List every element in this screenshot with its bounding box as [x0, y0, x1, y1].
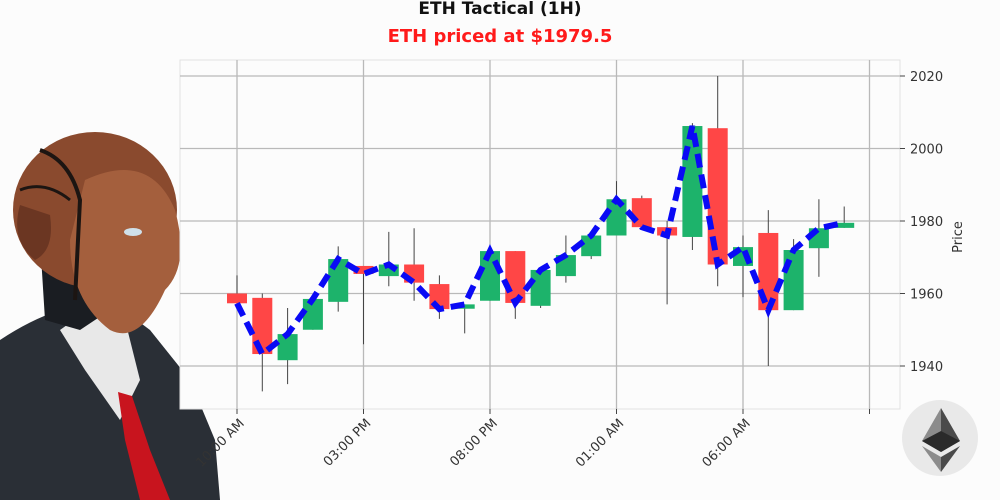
x-axis: 10:00 AM 03:00 PM 08:00 PM 01:00 AM 06:00 AM: [194, 409, 870, 470]
candle: [834, 206, 855, 228]
y-tick-label: 1960: [910, 288, 943, 303]
candle: [480, 251, 500, 301]
y-tick-label: 1980: [910, 215, 943, 230]
y-axis-label: Price: [951, 221, 966, 253]
plot-area: [179, 59, 901, 410]
ethereum-logo: [902, 400, 978, 476]
current-price-subtitle: ETH priced at $1979.5: [387, 26, 613, 47]
x-tick-label: 08:00 PM: [447, 416, 500, 469]
candle: [606, 181, 627, 236]
x-tick-label: 01:00 AM: [573, 416, 627, 470]
x-tick-label: 03:00 PM: [321, 416, 374, 469]
candle: [707, 76, 728, 287]
close-price-dashed-line: [234, 125, 845, 359]
y-tick-label: 2000: [910, 143, 943, 158]
candle: [530, 269, 551, 308]
candle: [353, 265, 374, 345]
chart-title: ETH Tactical (1H): [418, 0, 582, 19]
candle: [227, 275, 247, 304]
candle: [252, 293, 273, 392]
android-businessman-image: [0, 132, 220, 500]
y-axis: 1940 1960 1980 2000 2020: [900, 70, 943, 375]
candle: [277, 308, 298, 385]
x-tick-label: 06:00 AM: [700, 416, 754, 470]
candle: [378, 231, 399, 287]
y-tick-label: 2020: [910, 70, 943, 85]
y-tick-label: 1940: [910, 360, 943, 375]
